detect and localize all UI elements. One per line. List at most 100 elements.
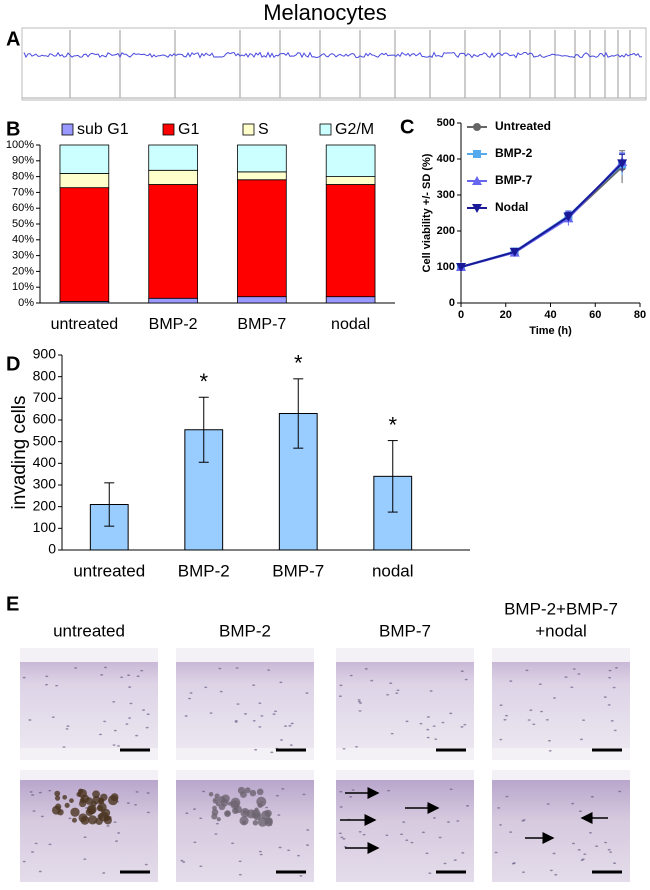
nucleus (509, 831, 513, 833)
y-tick-label: 400 (33, 454, 57, 470)
nucleus (48, 789, 52, 792)
nucleus (497, 807, 501, 809)
legend-marker (472, 176, 482, 185)
x-tick-label: BMP-2 (178, 561, 230, 580)
nucleus (449, 712, 453, 715)
cell-cluster (249, 789, 257, 797)
bar-segment (325, 184, 376, 298)
nucleus (390, 732, 394, 735)
nucleus (289, 744, 293, 746)
x-tick-label: 40 (544, 309, 556, 321)
nucleus (426, 736, 430, 739)
nucleus (193, 808, 197, 810)
nucleus (527, 719, 531, 721)
y-tick-label: 40% (12, 234, 34, 246)
plot-frame (21, 27, 647, 101)
nucleus (274, 710, 278, 713)
cell-cluster (108, 795, 119, 806)
nucleus (199, 865, 203, 868)
nucleus (355, 745, 359, 748)
nucleus (31, 851, 35, 853)
nucleus (280, 739, 284, 741)
nucleus (215, 822, 219, 825)
nucleus (48, 843, 52, 846)
nucleus (549, 869, 553, 872)
nucleus (62, 746, 66, 748)
nucleus (103, 720, 107, 723)
nucleus (22, 676, 26, 679)
nucleus (278, 846, 282, 849)
nucleus (260, 715, 264, 717)
nucleus (281, 788, 285, 790)
nucleus (299, 875, 303, 877)
nucleus (117, 745, 121, 747)
y-tick-label: 0% (18, 297, 34, 309)
nucleus (608, 676, 612, 679)
nucleus (349, 674, 353, 677)
bar-segment (237, 179, 287, 298)
nucleus (362, 833, 366, 836)
nucleus (284, 725, 288, 727)
nucleus (389, 682, 393, 685)
cell-cluster (64, 802, 70, 808)
nucleus (182, 861, 186, 863)
nucleus (432, 725, 436, 727)
cell-cluster (211, 813, 218, 820)
legend-label: G2/M (335, 121, 374, 138)
cell-cluster (265, 817, 273, 825)
y-axis-label: Cell viability +/- SD (%) (421, 153, 433, 272)
y-tick-label: 200 (437, 225, 455, 237)
nucleus (231, 842, 235, 845)
nucleus (577, 849, 581, 851)
legend-swatch (61, 123, 74, 136)
nucleus (387, 789, 391, 792)
nucleus (590, 795, 594, 798)
nucleus (509, 680, 513, 682)
nucleus (83, 858, 87, 860)
nucleus (218, 667, 222, 670)
cell-cluster (208, 792, 214, 797)
nucleus (65, 728, 69, 730)
nucleus (102, 872, 106, 874)
nucleus (342, 747, 346, 750)
nucleus (235, 667, 239, 669)
column-label: untreated (53, 621, 125, 640)
nucleus (279, 681, 283, 684)
cell-cluster (253, 812, 262, 821)
nucleus (45, 675, 49, 678)
nucleus (351, 789, 355, 791)
nucleus (441, 721, 445, 724)
nucleus (103, 666, 107, 669)
y-tick-label: 50% (12, 218, 34, 230)
cell-cluster (90, 800, 97, 807)
cell-cluster (230, 800, 240, 810)
nucleus (219, 690, 223, 693)
nucleus (184, 715, 188, 717)
nucleus (608, 669, 612, 672)
tissue-section (336, 662, 474, 748)
nucleus (74, 667, 78, 669)
legend-label: Untreated (495, 119, 551, 133)
x-tick-label: BMP-2 (149, 316, 198, 333)
nucleus (117, 832, 121, 834)
y-tick-label: 500 (437, 117, 455, 129)
bar-segment (325, 296, 376, 304)
nucleus (129, 702, 133, 705)
significance-mark: * (388, 412, 397, 437)
nucleus (189, 692, 193, 694)
nucleus (400, 833, 404, 836)
tissue-section (492, 662, 630, 748)
cell-cluster (214, 793, 220, 799)
nucleus (214, 833, 218, 835)
nucleus (252, 719, 256, 722)
panel-label: C (400, 116, 414, 138)
histology-images: untreated BMP-2 BMP-7 BMP-2+BMP-7 +nodal (20, 599, 630, 882)
nucleus (358, 830, 362, 833)
y-tick-label: 0 (48, 541, 56, 557)
nucleus (270, 751, 274, 754)
genome-plot (21, 27, 647, 101)
nucleus (112, 744, 116, 746)
nucleus (438, 836, 442, 839)
nucleus (134, 803, 138, 806)
nucleus (339, 806, 343, 808)
